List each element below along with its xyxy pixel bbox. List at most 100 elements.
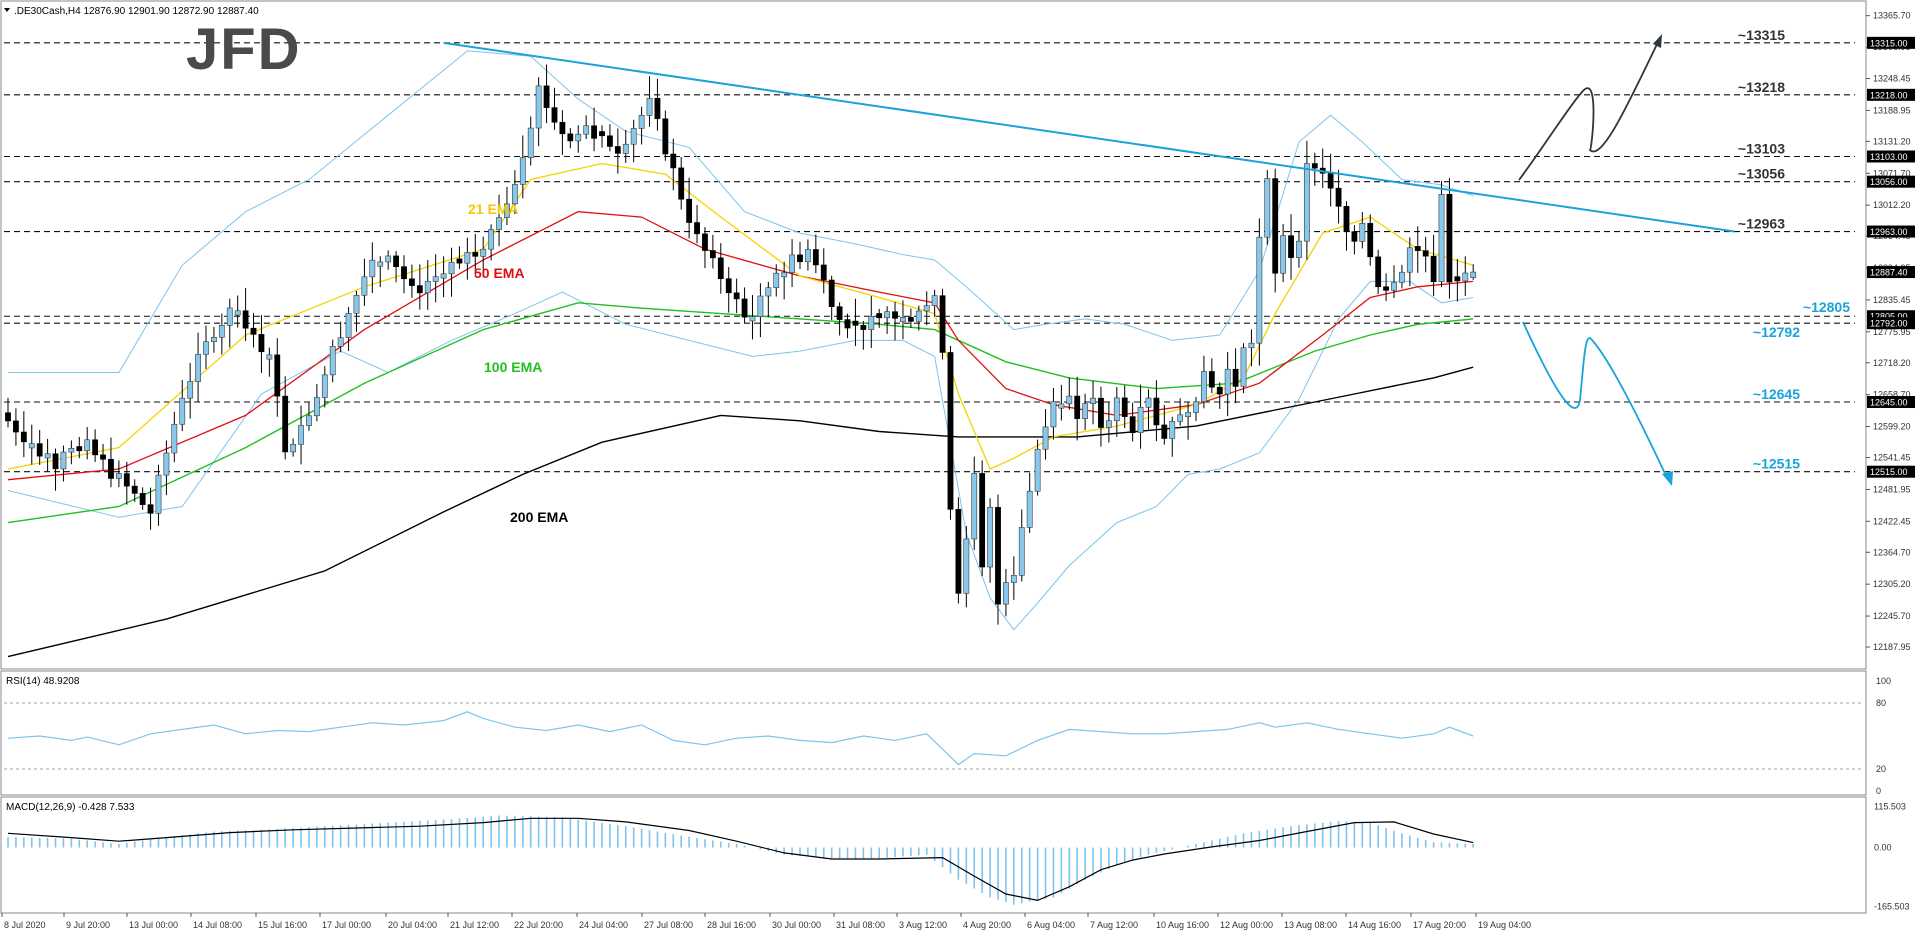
macd-tick-label: 0.00 — [1874, 843, 1892, 853]
candle-body-bull — [480, 248, 487, 257]
candle — [789, 239, 795, 287]
candle — [567, 127, 574, 149]
candle — [923, 291, 930, 326]
candle — [1335, 169, 1342, 224]
candle-body-bull — [361, 276, 368, 296]
candle — [519, 135, 526, 199]
level-label-13218: ~13218 — [1738, 79, 1785, 95]
time-tick-label: 27 Jul 08:00 — [644, 920, 693, 930]
candle — [1414, 226, 1421, 273]
candle-body-bear — [1327, 172, 1334, 189]
candle-body-bull — [789, 254, 795, 273]
candle-body-bear — [282, 395, 289, 453]
candle — [1383, 273, 1389, 302]
candle-body-bear — [1216, 386, 1223, 395]
candle — [1391, 265, 1397, 298]
rsi-header: RSI(14) 48.9208 — [6, 676, 80, 687]
candle-body-bear — [1422, 250, 1429, 257]
candle-body-bull — [290, 443, 297, 453]
candle — [1240, 343, 1247, 394]
candle-body-bear — [456, 258, 463, 264]
candle — [765, 281, 772, 317]
candle-body-bull — [1050, 401, 1057, 428]
candle-body-bear — [20, 431, 27, 443]
time-tick-label: 15 Jul 16:00 — [258, 920, 307, 930]
candle-body-bull — [1193, 401, 1199, 413]
candle-body-bear — [551, 107, 558, 123]
candle-body-bear — [1153, 397, 1160, 426]
price-tick-label: 12422.45 — [1873, 516, 1911, 526]
candle — [892, 301, 898, 341]
time-tick-label: 14 Aug 16:00 — [1348, 920, 1401, 930]
candle-body-bear — [662, 118, 669, 155]
ema21-label: 21 EMA — [468, 201, 519, 217]
candle — [1288, 214, 1294, 280]
candle — [1462, 256, 1469, 297]
candle — [1438, 180, 1445, 288]
candle-body-bear — [725, 278, 732, 294]
candle — [1446, 178, 1453, 299]
level-label-13315: ~13315 — [1738, 27, 1785, 43]
candle — [1454, 258, 1461, 302]
candle-body-bear — [147, 504, 154, 514]
candle-body-bear — [614, 146, 621, 154]
candle-body-bull — [1177, 414, 1184, 422]
candle — [274, 338, 281, 417]
candle-body-bear — [670, 153, 677, 169]
candle — [480, 236, 487, 278]
candle-body-bull — [638, 115, 645, 129]
candle — [963, 526, 970, 608]
candle — [622, 129, 629, 163]
candle — [583, 115, 590, 140]
candle-body-bull — [488, 229, 495, 250]
candle-body-bear — [717, 257, 724, 279]
candle-body-bear — [876, 313, 883, 319]
ema21-line — [7, 162, 1474, 470]
candle — [1280, 224, 1287, 283]
candle-body-bull — [1462, 272, 1469, 282]
candle-body-bull — [1438, 194, 1445, 283]
candle-body-bear — [409, 278, 415, 286]
candle-body-bull — [385, 255, 392, 263]
price-axis: 13365.7013306.9513248.4513188.9513131.20… — [1866, 11, 1915, 652]
candle — [20, 411, 27, 458]
candle — [1010, 556, 1017, 600]
candle — [868, 296, 875, 349]
candle-body-bear — [52, 453, 59, 470]
level-axis-tag-label: 13218.00 — [1870, 90, 1908, 100]
candle — [1066, 377, 1073, 410]
candle — [1264, 169, 1271, 245]
candle-body-bull — [622, 143, 629, 154]
candle-body-bull — [535, 85, 542, 129]
downtrend-line — [443, 41, 1735, 233]
candle-body-bull — [155, 474, 162, 514]
candle-body-bull — [1090, 397, 1096, 404]
candle — [599, 125, 605, 148]
candle — [171, 411, 178, 463]
candle — [84, 427, 91, 460]
candle — [60, 445, 67, 482]
candle-body-bear — [1367, 223, 1374, 258]
candle — [931, 289, 938, 317]
candle — [511, 170, 518, 215]
candle-body-bull — [1018, 527, 1025, 576]
candle-body-bull — [298, 425, 304, 445]
time-tick-label: 3 Aug 12:00 — [899, 920, 947, 930]
bearish-arrow-head-icon — [1662, 471, 1673, 486]
candle — [353, 290, 360, 332]
candle — [250, 312, 257, 348]
candle — [939, 288, 946, 360]
candle-body-bear — [100, 454, 106, 460]
candle-body-bear — [123, 473, 130, 487]
collapse-triangle-icon[interactable] — [4, 8, 10, 12]
candle-body-bear — [741, 298, 748, 318]
rsi-line — [7, 711, 1474, 766]
candle-body-bear — [702, 233, 708, 251]
candle-body-bear — [852, 320, 859, 326]
candle-body-bull — [1003, 582, 1009, 605]
candle-body-bull — [313, 397, 320, 417]
candle — [147, 487, 154, 530]
candle-body-bull — [448, 261, 455, 275]
candle-body-bull — [60, 451, 67, 470]
